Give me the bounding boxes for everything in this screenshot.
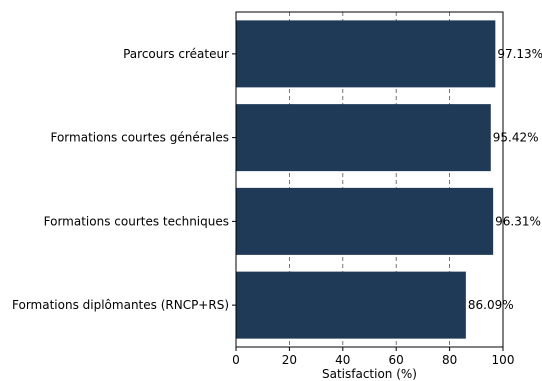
- data-label: 96.31%: [495, 214, 541, 228]
- y-tick-label: Formations courtes techniques: [44, 214, 229, 228]
- x-axis-label: Satisfaction (%): [322, 367, 417, 381]
- x-tick-label: 100: [492, 353, 515, 367]
- x-tick-label: 60: [389, 353, 404, 367]
- axis-ticks: Formations diplômantes (RNCP+RS) Formatio…: [12, 47, 514, 367]
- x-tick-label: 40: [335, 353, 350, 367]
- data-label: 86.09%: [468, 298, 514, 312]
- y-tick-label: Parcours créateur: [123, 47, 229, 61]
- data-labels: 86.09% 96.31% 95.42% 97.13%: [468, 47, 542, 312]
- plot-frame: [235, 11, 504, 348]
- bar: [236, 187, 494, 255]
- y-tick-label: Formations courtes générales: [50, 131, 229, 145]
- y-tick-label: Formations diplômantes (RNCP+RS): [12, 298, 229, 312]
- bar: [236, 20, 496, 88]
- x-tick-label: 80: [442, 353, 457, 367]
- bars: [236, 20, 496, 339]
- data-label: 95.42%: [493, 131, 539, 145]
- bar: [236, 271, 466, 339]
- x-tick-label: 0: [232, 353, 240, 367]
- x-tick-label: 20: [282, 353, 297, 367]
- bar: [236, 104, 491, 172]
- data-label: 97.13%: [497, 47, 542, 61]
